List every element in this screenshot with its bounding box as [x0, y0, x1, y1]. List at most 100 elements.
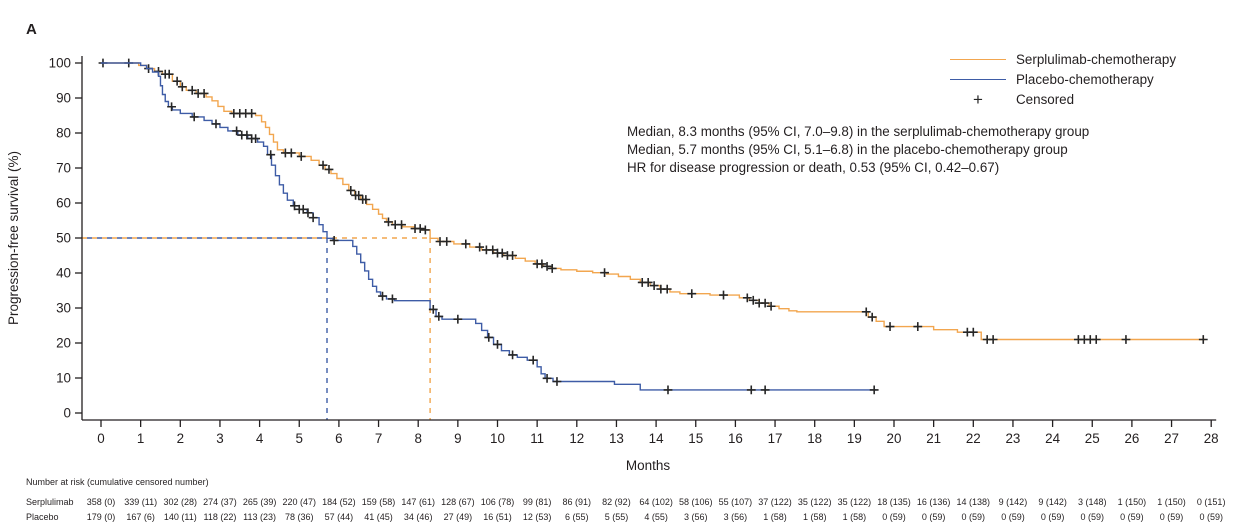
x-tick-label: 7	[375, 431, 382, 446]
x-tick-label: 5	[296, 431, 303, 446]
censor-mark	[508, 251, 517, 260]
censor-mark	[442, 237, 452, 246]
censor-mark	[861, 307, 871, 317]
x-tick-label: 23	[1005, 431, 1020, 446]
censor-mark	[493, 340, 502, 349]
legend-label: Placebo-chemotherapy	[1016, 71, 1154, 87]
risk-value: 35 (122)	[838, 497, 872, 507]
risk-value: 14 (138)	[957, 497, 991, 507]
risk-value: 0 (59)	[962, 512, 986, 522]
risk-value: 78 (36)	[285, 512, 314, 522]
legend-item-placebo: Placebo-chemotherapy	[950, 69, 1176, 89]
censor-mark	[286, 148, 296, 158]
censor-mark	[346, 186, 356, 195]
x-tick-label: 3	[216, 431, 223, 446]
serplulimab-line-swatch	[950, 58, 1006, 60]
risk-value: 147 (61)	[401, 497, 435, 507]
censor-mark	[384, 217, 393, 227]
risk-value: 9 (142)	[999, 497, 1028, 507]
annotation-line-median-serplulimab: Median, 8.3 months (95% CI, 7.0–9.8) in …	[627, 124, 1090, 139]
censor-mark	[232, 126, 242, 136]
risk-row-label-serplulimab: Serplulimab	[26, 497, 74, 507]
y-axis-title: Progression-free survival (%)	[6, 151, 21, 325]
censor-mark	[552, 377, 562, 386]
risk-value: 0 (59)	[882, 512, 906, 522]
censor-mark	[388, 294, 397, 304]
risk-value: 0 (59)	[1080, 512, 1104, 522]
risk-value: 140 (11)	[164, 512, 197, 522]
legend-label: Serplulimab-chemotherapy	[1016, 51, 1177, 67]
censor-mark	[475, 242, 485, 252]
censor-mark	[453, 314, 463, 324]
y-tick-label: 100	[49, 56, 71, 71]
x-tick-label: 20	[887, 431, 902, 446]
censor-mark	[461, 239, 471, 249]
risk-value: 9 (142)	[1038, 497, 1067, 507]
risk-value: 82 (92)	[602, 497, 631, 507]
risk-value: 1 (58)	[803, 512, 827, 522]
censor-mark	[296, 152, 306, 161]
censor-mark	[537, 259, 547, 269]
censor-mark	[308, 213, 318, 223]
risk-value: 0 (59)	[1199, 512, 1223, 522]
censor-mark	[600, 268, 609, 278]
risk-value: 55 (107)	[719, 497, 753, 507]
censor-mark	[968, 327, 978, 337]
risk-value: 265 (39)	[243, 497, 277, 507]
risk-table-header: Number at risk (cumulative censored numb…	[26, 477, 209, 487]
risk-value: 0 (59)	[1041, 512, 1065, 522]
risk-value: 167 (6)	[126, 512, 155, 522]
risk-row-label-placebo: Placebo	[26, 512, 59, 522]
risk-value: 99 (81)	[523, 497, 552, 507]
risk-value: 0 (151)	[1197, 497, 1226, 507]
risk-value: 27 (49)	[444, 512, 473, 522]
risk-value: 274 (37)	[203, 497, 237, 507]
x-tick-label: 17	[768, 431, 783, 446]
y-tick-label: 60	[56, 196, 71, 211]
risk-value: 16 (51)	[483, 512, 512, 522]
risk-value: 1 (58)	[843, 512, 867, 522]
annotation-line-hazard-ratio: HR for disease progression or death, 0.5…	[627, 160, 1000, 175]
censor-mark	[324, 165, 334, 174]
censor-mark	[867, 312, 877, 322]
censor-mark	[542, 373, 552, 383]
x-tick-label: 18	[807, 431, 822, 446]
censored-plus-icon: +	[973, 89, 983, 109]
censor-mark	[484, 333, 494, 342]
x-tick-label: 15	[688, 431, 703, 446]
censor-mark	[687, 289, 697, 299]
censor-mark	[719, 290, 728, 300]
censor-mark	[397, 220, 406, 230]
x-tick-label: 8	[414, 431, 421, 446]
legend-item-censored: + Censored	[950, 89, 1176, 109]
y-tick-label: 50	[56, 231, 71, 246]
placebo-line-swatch	[950, 78, 1006, 80]
risk-value: 302 (28)	[164, 497, 198, 507]
risk-value: 220 (47)	[282, 497, 316, 507]
y-tick-label: 40	[56, 266, 71, 281]
y-tick-label: 80	[56, 126, 71, 141]
risk-value: 37 (122)	[758, 497, 792, 507]
panel-label: A	[26, 21, 37, 38]
censor-mark	[251, 134, 261, 143]
y-tick-label: 90	[56, 91, 71, 106]
risk-value: 57 (44)	[325, 512, 354, 522]
censor-mark	[662, 284, 672, 294]
x-axis-title: Months	[626, 458, 671, 473]
risk-value: 179 (0)	[87, 512, 116, 522]
censor-mark	[247, 109, 257, 118]
risk-value: 184 (52)	[322, 497, 356, 507]
censor-mark	[290, 201, 299, 211]
censor-mark	[298, 204, 308, 214]
legend-label: Censored	[1016, 91, 1075, 107]
x-tick-label: 24	[1045, 431, 1060, 446]
x-tick-label: 21	[926, 431, 941, 446]
censor-mark	[1121, 335, 1131, 344]
y-tick-label: 30	[56, 301, 71, 316]
y-tick-label: 70	[56, 161, 71, 176]
risk-value: 0 (59)	[1120, 512, 1144, 522]
x-tick-label: 11	[530, 431, 544, 446]
x-tick-label: 25	[1085, 431, 1100, 446]
censor-mark	[497, 248, 507, 258]
